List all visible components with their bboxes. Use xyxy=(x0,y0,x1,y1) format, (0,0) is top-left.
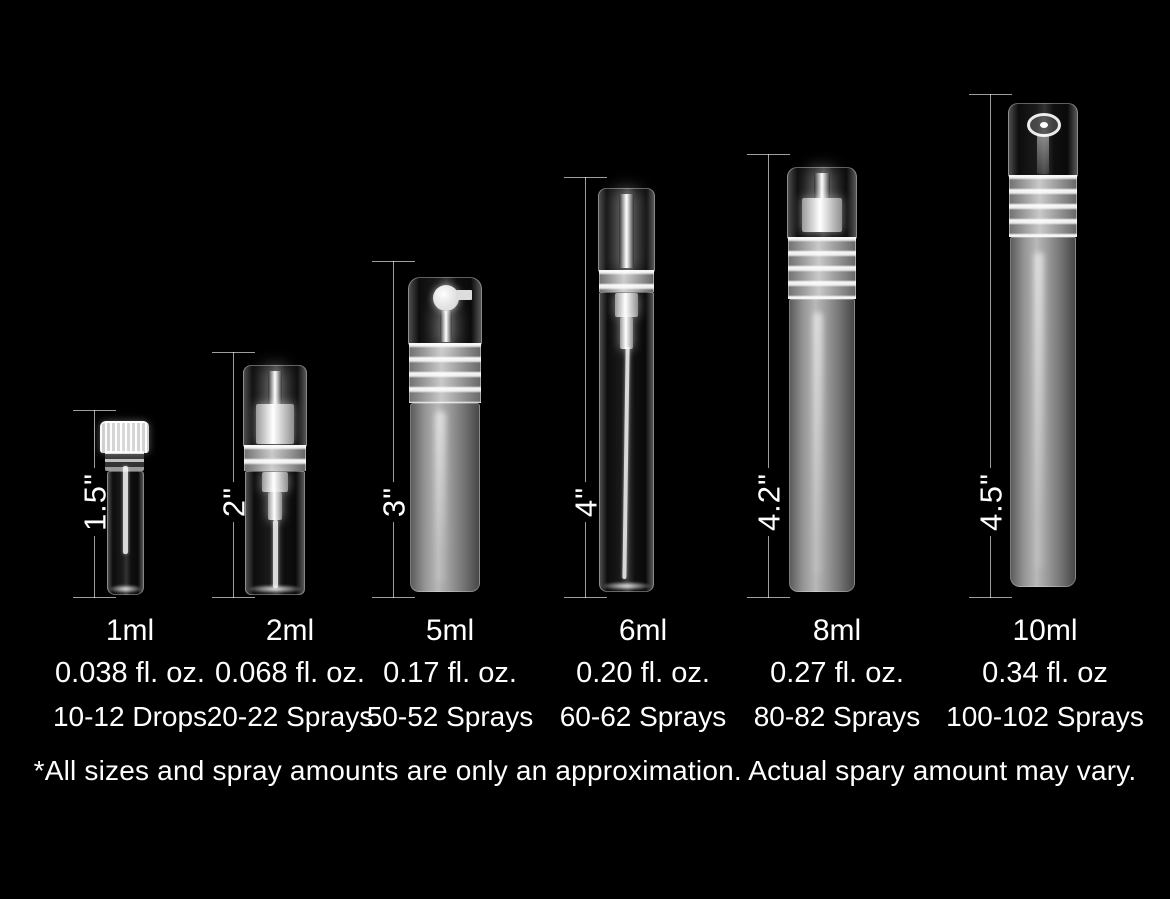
measure-tick-top xyxy=(372,261,415,262)
bottle-body xyxy=(107,466,144,595)
volume-label-6ml: 6ml xyxy=(618,614,668,647)
bottle-1ml xyxy=(100,421,149,595)
body-highlight xyxy=(1034,251,1044,569)
spray-count-label-10ml: 100-102 Sprays xyxy=(946,701,1144,732)
bottle-body xyxy=(1010,237,1076,587)
body-highlight xyxy=(813,311,823,577)
volume-label-2ml: 2ml xyxy=(265,614,315,647)
height-label-8ml: 4.2" xyxy=(746,467,792,537)
floz-label-10ml: 0.34 fl. oz xyxy=(982,657,1108,689)
nozzle-orifice xyxy=(1040,122,1048,128)
bottle-2ml xyxy=(243,365,307,595)
spray-head-stem xyxy=(1037,134,1049,174)
actuator-arm xyxy=(456,290,472,300)
height-measure-6ml xyxy=(564,177,607,598)
bottle-overcap xyxy=(787,167,857,239)
measure-tick-bottom xyxy=(564,597,607,598)
measure-tick-top xyxy=(212,352,255,353)
height-measure-5ml xyxy=(372,261,415,598)
spray-head-stem xyxy=(268,371,282,406)
bottle-collar-ribs xyxy=(599,270,654,292)
spray-head-stem xyxy=(619,194,634,268)
measure-tick-bottom xyxy=(73,597,116,598)
spray-count-label-6ml: 60-62 Sprays xyxy=(559,701,727,732)
measure-tick-top xyxy=(73,410,116,411)
spray-count-label-5ml: 50-52 Sprays xyxy=(366,701,534,732)
bottle-collar-ribs xyxy=(788,237,856,299)
disclaimer-text: *All sizes and spray amounts are only an… xyxy=(33,755,1137,786)
applicator-rod xyxy=(123,466,128,554)
measure-tick-bottom xyxy=(372,597,415,598)
floz-label-1ml: 0.038 fl. oz. xyxy=(55,657,205,689)
volume-label-5ml: 5ml xyxy=(425,614,475,647)
bottle-body xyxy=(789,299,855,592)
bottle-6ml xyxy=(598,188,655,592)
spray-actuator xyxy=(433,285,459,311)
dip-tube xyxy=(273,520,278,588)
floz-label-2ml: 0.068 fl. oz. xyxy=(215,657,365,689)
bottle-cap xyxy=(100,421,149,453)
spray-nozzle xyxy=(1027,113,1061,137)
pump-top xyxy=(262,472,288,492)
bottle-body xyxy=(599,292,654,592)
bottle-5ml xyxy=(408,277,482,592)
spray-count-label-2ml: 20-22 Sprays xyxy=(206,701,374,732)
bottle-base-highlight xyxy=(110,585,141,593)
height-measure-10ml xyxy=(969,94,1012,598)
bottle-overcap xyxy=(1008,103,1078,177)
spray-head xyxy=(802,198,842,232)
spray-count-label-1ml: 10-12 Drops xyxy=(52,701,208,732)
bottle-overcap xyxy=(408,277,482,345)
bottle-10ml xyxy=(1008,103,1078,587)
measure-tick-top xyxy=(564,177,607,178)
bottle-overcap xyxy=(598,188,655,272)
floz-label-5ml: 0.17 fl. oz. xyxy=(383,657,517,689)
volume-label-1ml: 1ml xyxy=(105,614,155,647)
pump-taper xyxy=(620,317,633,349)
measure-tick-bottom xyxy=(969,597,1012,598)
pump-taper xyxy=(268,492,282,520)
spray-count-label-8ml: 80-82 Sprays xyxy=(753,701,921,732)
bottle-neck-rings xyxy=(105,451,144,471)
measure-tick-bottom xyxy=(212,597,255,598)
height-measure-2ml xyxy=(212,352,255,598)
bottle-collar-ribs xyxy=(244,445,306,471)
volume-label-10ml: 10ml xyxy=(1012,614,1078,647)
bottle-overcap xyxy=(243,365,307,447)
bottle-base-highlight xyxy=(603,582,650,590)
spray-head xyxy=(256,404,294,444)
bottle-collar-ribs xyxy=(409,343,481,403)
bottle-base-highlight xyxy=(249,585,301,593)
measure-tick-top xyxy=(969,94,1012,95)
bottle-8ml xyxy=(787,167,857,592)
pump-top xyxy=(615,293,638,317)
spray-head-stem xyxy=(440,311,452,342)
bottle-collar-ribs xyxy=(1009,175,1077,237)
dip-tube xyxy=(622,346,630,580)
measure-tick-bottom xyxy=(747,597,790,598)
body-highlight xyxy=(435,411,446,582)
height-label-10ml: 4.5" xyxy=(968,467,1014,537)
height-measure-8ml xyxy=(747,154,790,598)
floz-label-6ml: 0.20 fl. oz. xyxy=(576,657,710,689)
volume-label-8ml: 8ml xyxy=(812,614,862,647)
measure-tick-top xyxy=(747,154,790,155)
bottle-body xyxy=(410,403,480,592)
spray-head-stem xyxy=(814,173,830,200)
floz-label-8ml: 0.27 fl. oz. xyxy=(770,657,904,689)
bottle-body xyxy=(245,471,305,595)
